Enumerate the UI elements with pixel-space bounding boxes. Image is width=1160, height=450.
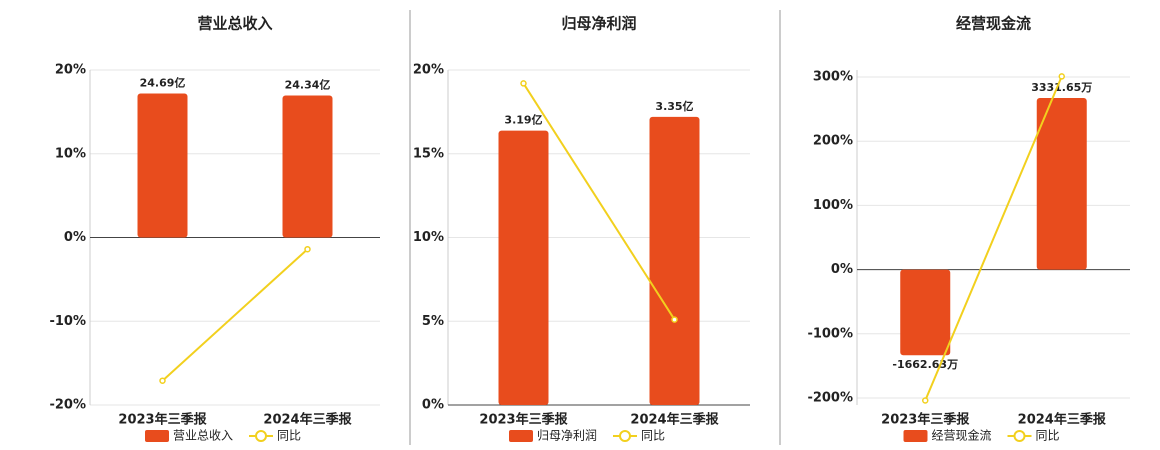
- legend-label: 同比: [277, 429, 301, 443]
- bar: [649, 116, 700, 406]
- legend-marker: [1013, 430, 1026, 442]
- value-label: 24.34亿: [285, 77, 331, 91]
- point: [304, 245, 311, 253]
- legend-label: 同比: [641, 429, 665, 443]
- y-tick-label: 10%: [413, 230, 444, 245]
- x-tick-label: 2023年三季报: [479, 412, 568, 428]
- y-tick-label: 0%: [831, 262, 853, 277]
- y-tick-label: 20%: [55, 63, 86, 78]
- value-label: 3.35亿: [655, 99, 693, 113]
- chart-title: 归母净利润: [561, 15, 636, 33]
- y-tick-label: 20%: [413, 63, 444, 78]
- y-tick-label: 0%: [422, 398, 444, 413]
- y-tick-label: 100%: [813, 198, 853, 213]
- legend-swatch: [145, 430, 169, 442]
- bar: [137, 93, 188, 238]
- y-tick-label: -200%: [807, 390, 853, 405]
- y-tick-label: 5%: [422, 314, 444, 329]
- y-tick-label: -10%: [49, 314, 86, 329]
- legend-marker: [619, 430, 631, 442]
- point: [671, 316, 678, 323]
- point: [520, 80, 527, 87]
- line: [161, 248, 309, 382]
- value-label: -1662.63万: [892, 358, 958, 371]
- value-label: 3331.65万: [1031, 81, 1092, 94]
- legend-label: 归母净利润: [537, 429, 597, 443]
- x-tick-label: 2023年三季报: [881, 412, 970, 428]
- chart-title: 营业总收入: [197, 15, 272, 33]
- chart-title: 经营现金流: [956, 15, 1031, 33]
- bar: [1036, 97, 1087, 270]
- x-tick-label: 2024年三季报: [263, 412, 352, 428]
- bar: [282, 95, 333, 238]
- x-tick-label: 2024年三季报: [630, 412, 719, 428]
- bar: [900, 269, 951, 356]
- y-tick-label: 10%: [55, 146, 86, 161]
- legend-label: 经营现金流: [932, 428, 992, 443]
- bar: [498, 130, 549, 405]
- y-tick-label: 15%: [413, 146, 444, 161]
- value-label: 24.69亿: [140, 75, 186, 89]
- point: [159, 377, 166, 384]
- y-tick-label: 0%: [64, 230, 86, 245]
- legend-swatch: [903, 430, 928, 442]
- legend-swatch: [509, 430, 533, 442]
- point: [922, 397, 929, 404]
- legend-marker: [255, 430, 267, 442]
- y-tick-label: 200%: [813, 134, 853, 149]
- x-tick-label: 2024年三季报: [1018, 412, 1107, 428]
- line: [522, 82, 676, 321]
- x-tick-label: 2023年三季报: [118, 412, 207, 428]
- point: [1058, 73, 1065, 80]
- y-tick-label: -20%: [49, 398, 86, 413]
- y-tick-label: 300%: [813, 70, 853, 85]
- line: [924, 76, 1063, 401]
- value-label: 3.19亿: [504, 113, 542, 127]
- legend-label: 同比: [1036, 429, 1060, 443]
- legend-label: 营业总收入: [173, 429, 233, 443]
- y-tick-label: -100%: [807, 326, 853, 341]
